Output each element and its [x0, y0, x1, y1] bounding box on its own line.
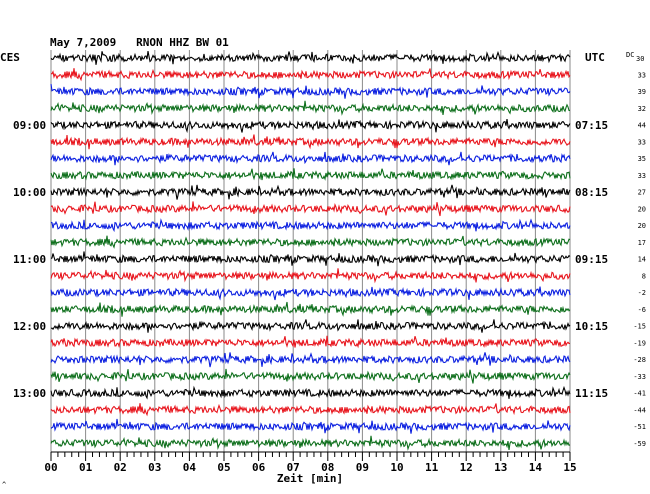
- right-time-label: 09:15: [575, 253, 608, 266]
- right-time-label: 10:15: [575, 320, 608, 333]
- trace-3: [50, 100, 570, 116]
- dc-offset-value: -2: [638, 289, 646, 297]
- x-tick-label: 11: [425, 461, 439, 474]
- left-time-label: 09:00: [13, 119, 46, 132]
- trace-12: [50, 251, 571, 267]
- left-time-label: 10:00: [13, 186, 46, 199]
- trace-15: [50, 301, 571, 317]
- trace-6: [50, 151, 571, 166]
- x-tick-label: 12: [460, 461, 473, 474]
- x-tick-label: 10: [390, 461, 403, 474]
- dc-offset-value: 20: [638, 205, 646, 213]
- trace-4: [50, 119, 571, 134]
- trace-16: [50, 319, 571, 333]
- dc-offset-value: 35: [638, 155, 646, 163]
- trace-13: [50, 268, 571, 284]
- x-tick-label: 13: [494, 461, 507, 474]
- left-time-labels: 09:00 10:00 11:00 12:00 13:00: [13, 119, 46, 400]
- trace-group: [50, 50, 571, 451]
- dc-offset-value: 39: [638, 88, 646, 96]
- dc-offset-value: 20: [638, 222, 646, 230]
- left-time-label: 13:00: [13, 387, 46, 400]
- dc-offset-value: 17: [638, 239, 646, 247]
- dc-offset-value: 14: [638, 256, 646, 264]
- x-tick-label: 05: [217, 461, 230, 474]
- minute-gridlines: [50, 50, 571, 453]
- dc-value: 30: [636, 55, 644, 63]
- dc-offset-value: 32: [638, 105, 646, 113]
- right-time-label: 08:15: [575, 186, 608, 199]
- trace-23: [50, 435, 571, 451]
- trace-19: [50, 368, 571, 384]
- trace-7: [50, 168, 571, 181]
- dc-offset-value: -59: [633, 440, 646, 448]
- dc-offset-value: 33: [638, 172, 646, 180]
- trace-11: [50, 235, 571, 249]
- trace-17: [50, 335, 571, 349]
- dc-offset-value: -15: [633, 323, 646, 331]
- trace-20: [50, 385, 571, 400]
- trace-5: [50, 134, 571, 150]
- trace-10: [50, 218, 571, 233]
- left-time-label: 12:00: [13, 320, 46, 333]
- dc-offset-value: -44: [633, 406, 646, 414]
- x-tick-label: 00: [44, 461, 57, 474]
- x-tick-label: 01: [79, 461, 93, 474]
- dc-offset-value: -19: [633, 339, 646, 347]
- dc-offset-value: 44: [638, 122, 646, 130]
- x-tick-label: 03: [148, 461, 161, 474]
- x-tick-label: 15: [563, 461, 576, 474]
- chart-title: May 7,2009 RNON HHZ BW 01: [50, 36, 229, 49]
- trace-0: [50, 50, 571, 65]
- x-tick-label: 14: [529, 461, 543, 474]
- dc-label: DC: [626, 51, 634, 59]
- x-tick-label: 08: [321, 461, 334, 474]
- x-tick-label: 02: [114, 461, 127, 474]
- x-tick-label: 06: [252, 461, 266, 474]
- dc-offset-value: -6: [638, 306, 646, 314]
- right-time-labels: 07:15 08:15 09:15 10:15 11:15: [575, 119, 608, 400]
- dc-offset-value: -51: [633, 423, 646, 431]
- trace-14: [50, 286, 571, 301]
- trace-1: [50, 68, 571, 82]
- corner-mark: ^: [2, 481, 6, 489]
- trace-2: [50, 83, 571, 99]
- trace-8: [50, 184, 571, 200]
- x-tick-label: 04: [183, 461, 197, 474]
- trace-9: [50, 201, 571, 217]
- right-time-label: 11:15: [575, 387, 608, 400]
- trace-18: [50, 352, 571, 368]
- x-tick-label: 09: [356, 461, 369, 474]
- dc-offset-value: -41: [633, 390, 646, 398]
- dc-offset-value: -28: [633, 356, 646, 364]
- left-time-label: 11:00: [13, 253, 46, 266]
- local-time-label: CES: [0, 51, 20, 64]
- dc-offset-value: 27: [638, 189, 646, 197]
- dc-offset-value: -33: [633, 373, 646, 381]
- dc-offset-value: 8: [642, 272, 646, 280]
- right-time-label: 07:15: [575, 119, 608, 132]
- x-axis: 00 01 02 03 04 05 06 07 08 09 10 11 12 13 14 15: [44, 451, 577, 474]
- utc-time-label: UTC: [585, 51, 605, 64]
- dc-offset-value: 33: [638, 138, 646, 146]
- dc-offset-value: 33: [638, 71, 646, 79]
- dc-values: 33 39 32 44 33 35 33 27 20 20 17 14 8 -2 -6 -15 -19 -28 -3…: [633, 71, 646, 448]
- trace-22: [50, 418, 571, 434]
- x-tick-label: 07: [287, 461, 300, 474]
- x-axis-label: Zeit [min]: [277, 472, 343, 485]
- trace-21: [50, 403, 571, 417]
